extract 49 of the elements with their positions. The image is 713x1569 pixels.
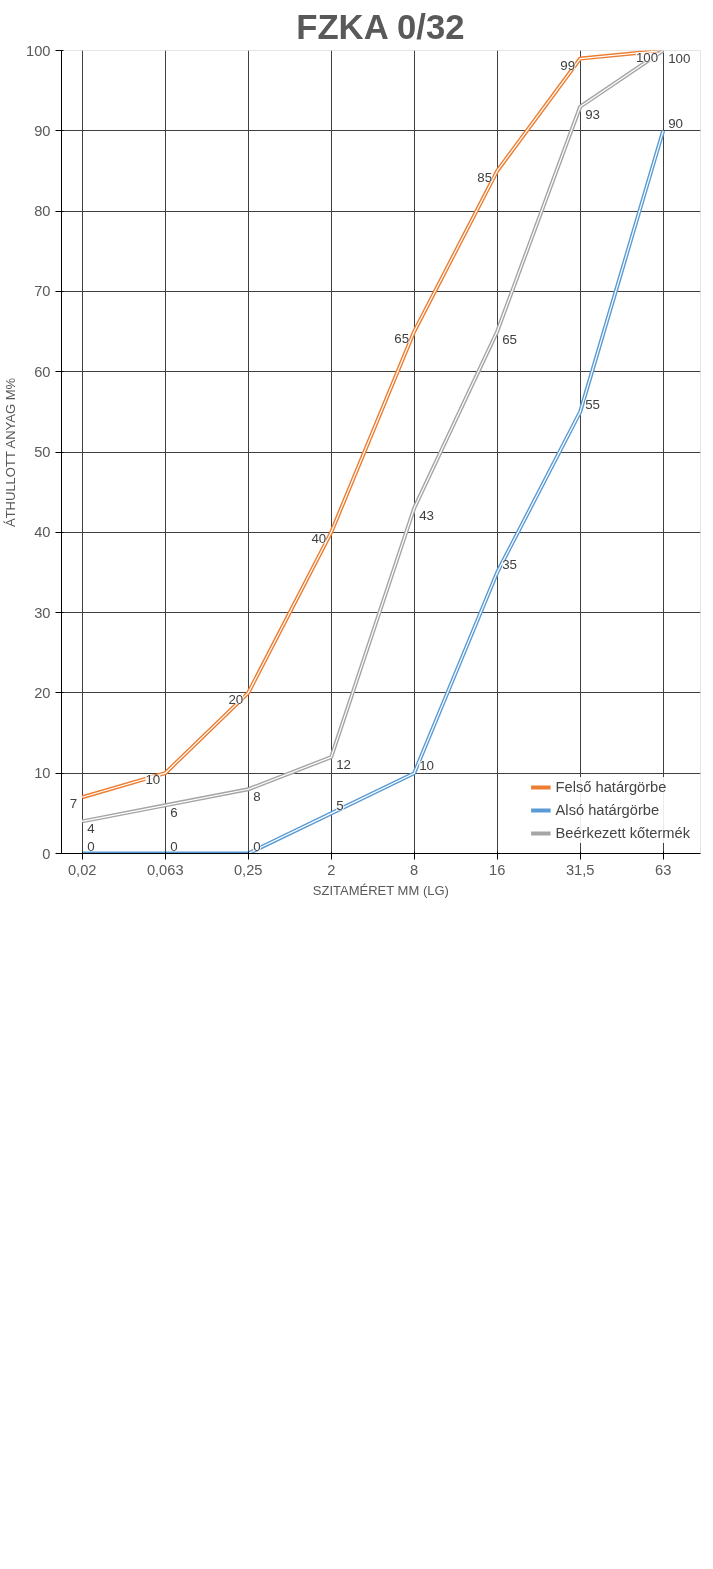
data-label: 10 (419, 758, 435, 774)
y-tick-label: 90 (34, 122, 51, 139)
legend-label: Alsó határgörbe (555, 802, 660, 818)
chart-title: FZKA 0/32 (296, 7, 465, 46)
x-tick-label: 8 (410, 861, 419, 878)
y-tick-label: 50 (34, 444, 51, 460)
data-label: 5 (336, 798, 344, 814)
y-tick-label: 80 (34, 203, 51, 220)
data-label: 43 (419, 508, 435, 524)
x-tick-label: 0,25 (233, 861, 263, 878)
data-label: 8 (253, 789, 261, 805)
data-label: 4 (87, 821, 96, 837)
x-tick-label: 0,02 (67, 861, 97, 878)
x-axis-title: SZITAMÉRET MM (LG) (312, 882, 449, 898)
data-label: 55 (585, 396, 600, 412)
data-label: 85 (477, 169, 493, 185)
y-tick-label: 30 (34, 604, 51, 621)
data-label: 65 (502, 331, 518, 347)
x-tick-label: 2 (327, 861, 336, 878)
y-tick-label: 0 (42, 845, 51, 862)
data-label: 7 (69, 796, 78, 812)
data-label: 0 (253, 838, 261, 854)
data-label: 99 (560, 57, 576, 73)
data-label: 10 (145, 772, 161, 788)
y-tick-label: 70 (34, 283, 51, 300)
y-tick-label: 20 (34, 684, 51, 701)
legend-label: Beérkezett kőtermék (555, 825, 690, 841)
y-tick-label: 60 (34, 363, 51, 380)
legend-label: Felső határgörbe (555, 779, 667, 795)
x-tick-label: 0,063 (146, 861, 184, 878)
y-tick-label: 40 (34, 524, 51, 541)
x-tick-label: 63 (655, 861, 672, 878)
y-tick-label: 10 (34, 765, 51, 782)
data-label: 100 (635, 49, 659, 65)
data-label: 90 (668, 115, 683, 131)
y-tick-label: 100 (26, 42, 51, 59)
data-label: 0 (87, 838, 95, 854)
data-label: 12 (336, 757, 352, 773)
data-label: 0 (170, 838, 178, 854)
data-label: 40 (311, 531, 327, 547)
data-label: 35 (502, 557, 518, 573)
data-label: 65 (394, 330, 410, 346)
data-label: 93 (585, 106, 600, 122)
x-tick-label: 16 (489, 861, 506, 878)
data-label: 6 (170, 805, 178, 821)
y-axis-title: ÁTHULLOTT ANYAG M% (3, 377, 19, 527)
x-tick-label: 31,5 (565, 861, 595, 878)
data-label: 20 (228, 691, 244, 707)
data-label: 100 (668, 50, 691, 66)
